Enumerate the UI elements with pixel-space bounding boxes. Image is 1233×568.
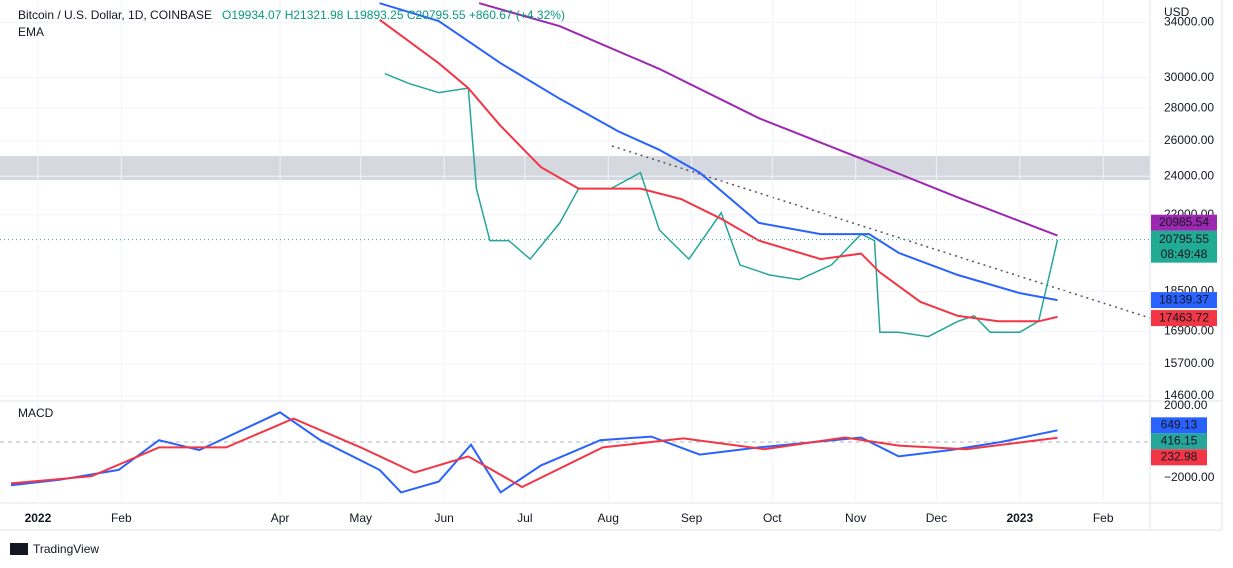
price-label-bg — [1151, 292, 1217, 309]
macd-title: MACD — [18, 406, 54, 420]
brand-logo — [10, 543, 28, 555]
x-tick-label: Aug — [598, 511, 619, 525]
price-label-bg — [1151, 230, 1217, 263]
macd-label-bg — [1151, 449, 1207, 466]
macd-label: 416.15 — [1161, 433, 1198, 447]
x-tick-label: Jul — [517, 511, 532, 525]
x-tick-label: Feb — [1093, 511, 1114, 525]
x-tick-label: 2022 — [25, 511, 52, 525]
ohlc: O19934.07 H21321.98 L19893.25 C20795.55 … — [222, 8, 565, 22]
y-tick-label: 14600.00 — [1164, 388, 1214, 402]
x-tick-label: Oct — [763, 511, 782, 525]
currency: USD — [1164, 5, 1190, 19]
x-tick-label: Jun — [434, 511, 453, 525]
price-label: 17463.72 — [1159, 310, 1209, 324]
indicator-line — [10, 411, 1058, 494]
y-tick-label: 28000.00 — [1164, 100, 1214, 114]
price-label-bg — [1151, 310, 1217, 327]
macd-label: 232.98 — [1161, 449, 1198, 463]
macd-label-bg — [1151, 433, 1207, 450]
x-tick-label: Feb — [111, 511, 132, 525]
trend-line — [611, 145, 1151, 319]
y-tick-label: 2000.00 — [1164, 398, 1208, 412]
y-tick-label: 15700.00 — [1164, 356, 1214, 370]
price-label: 20795.55 — [1159, 232, 1209, 246]
y-tick-label: 34000.00 — [1164, 14, 1214, 28]
indicator: EMA — [18, 25, 45, 39]
macd-label-bg — [1151, 417, 1207, 434]
x-tick-label: Dec — [926, 511, 947, 525]
x-tick-label: Sep — [681, 511, 703, 525]
price-label-bg — [1151, 214, 1217, 231]
x-tick-label: Apr — [271, 511, 290, 525]
y-tick-label: 24000.00 — [1164, 168, 1214, 182]
countdown: 08:49:48 — [1161, 247, 1208, 261]
indicator-line — [10, 417, 1058, 489]
price-label: 18139.37 — [1159, 292, 1209, 306]
indicator-line — [379, 2, 1058, 302]
y-tick-label: 16900.00 — [1164, 324, 1214, 338]
indicator-line — [379, 18, 1058, 323]
y-tick-label: −2000.00 — [1164, 470, 1215, 484]
price-line — [384, 73, 1059, 338]
plot: 14600.0015700.0016900.0018500.0022000.00… — [0, 0, 1217, 525]
price-label: 20985.54 — [1159, 215, 1209, 229]
symbol: Bitcoin / U.S. Dollar, 1D, COINBASE — [18, 8, 213, 22]
x-tick-label: Nov — [845, 511, 866, 525]
y-tick-label: 26000.00 — [1164, 133, 1214, 147]
indicator-line — [478, 2, 1058, 237]
brand: TradingView — [33, 542, 99, 556]
x-tick-label: May — [349, 511, 372, 525]
macd-label: 649.13 — [1161, 417, 1198, 431]
x-tick-label: 2023 — [1006, 511, 1033, 525]
y-tick-label: 30000.00 — [1164, 70, 1214, 84]
